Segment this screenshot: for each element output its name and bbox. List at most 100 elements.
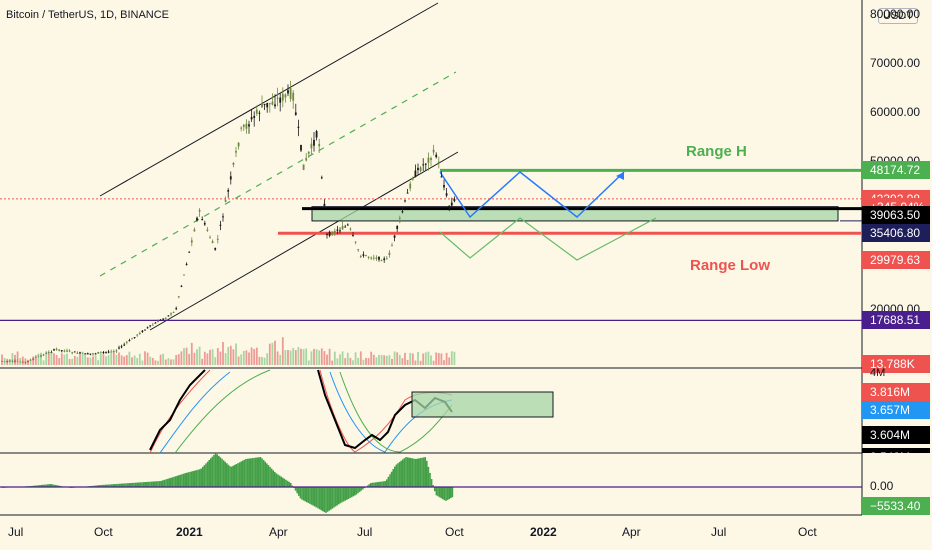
oscillator-bar xyxy=(314,487,316,507)
volume-bar xyxy=(185,347,188,365)
candle-body xyxy=(450,202,453,206)
oscillator-axis-tick: 0.00 xyxy=(870,479,894,493)
upper-channel-line xyxy=(99,2,439,197)
volume-bar xyxy=(284,350,287,365)
oscillator-bar xyxy=(248,458,250,487)
oscillator-bar xyxy=(408,457,410,487)
time-tick-label: Oct xyxy=(798,525,817,539)
candle-body xyxy=(151,324,154,326)
candle-body xyxy=(206,229,209,231)
volume-bar xyxy=(131,357,133,365)
candle-body xyxy=(177,296,180,298)
indicator-tag: 3.816M xyxy=(862,383,930,401)
price-tick-label: 80000.00 xyxy=(870,6,921,21)
oscillator-bar xyxy=(34,485,36,487)
oscillator-bar xyxy=(56,485,58,487)
oscillator-bar xyxy=(106,484,108,487)
oscillator-bar xyxy=(176,475,178,487)
candle-body xyxy=(146,327,149,329)
candle-body xyxy=(94,353,97,355)
candle-body xyxy=(235,150,237,153)
oscillator-bar xyxy=(115,483,118,487)
volume-bar xyxy=(240,354,243,365)
oscillator-bar xyxy=(418,458,420,487)
candle-body xyxy=(352,235,354,237)
range-low-annotation[interactable]: Range Low xyxy=(690,257,771,274)
candle-body xyxy=(326,234,328,236)
oscillator-bar xyxy=(163,479,166,487)
candle-body xyxy=(58,349,61,351)
volume-bar xyxy=(393,351,396,365)
volume-bar xyxy=(224,353,227,365)
oscillator-bar xyxy=(328,487,330,511)
chart-title: Bitcoin / TetherUS, 1D, BINANCE xyxy=(6,9,170,21)
volume-bar xyxy=(24,358,27,365)
candle-body xyxy=(300,144,302,151)
oscillator-bar xyxy=(50,484,52,487)
volume-bar xyxy=(448,357,451,365)
oscillator-bar xyxy=(128,483,130,487)
volume-bar xyxy=(354,352,357,365)
volume-bar xyxy=(211,349,214,365)
volume-bar xyxy=(164,359,167,365)
volume-bar xyxy=(232,349,235,365)
currency-selector[interactable]: USDT xyxy=(878,8,918,24)
oscillator-bar xyxy=(386,479,388,487)
range-high-annotation[interactable]: Range H xyxy=(686,143,747,160)
oscillator-bar xyxy=(262,459,265,487)
oscillator-bar xyxy=(246,458,249,487)
indicator-line-red xyxy=(149,369,453,454)
volume-bar xyxy=(37,353,40,365)
oscillator-bar xyxy=(181,474,183,487)
candle-body xyxy=(193,229,196,232)
volume-bar xyxy=(193,352,196,365)
oscillator-bar xyxy=(216,454,218,487)
volume-bar xyxy=(94,355,97,365)
candle-body xyxy=(448,205,451,207)
volume-bar xyxy=(107,355,110,365)
oscillator-bar xyxy=(261,458,263,487)
candle-body xyxy=(443,185,445,188)
price-tag: 29979.63 xyxy=(862,250,930,269)
candle-body xyxy=(411,178,414,180)
oscillator-bar xyxy=(104,484,106,487)
volume-bar xyxy=(388,355,391,365)
oscillator-bar xyxy=(306,487,308,503)
indicator-tag: 3.604M xyxy=(862,426,930,444)
oscillator-bar xyxy=(310,487,313,505)
volume-bar xyxy=(437,352,440,365)
oscillator-bar xyxy=(149,481,151,487)
oscillator-bar xyxy=(150,481,153,487)
oscillator-bar xyxy=(410,458,412,487)
oscillator-bar xyxy=(251,458,254,487)
volume-bar xyxy=(417,352,419,365)
candle-body xyxy=(141,330,144,332)
candle-body xyxy=(294,112,297,115)
oscillator-bar xyxy=(309,487,311,504)
candle-body xyxy=(118,347,120,349)
candle-body xyxy=(105,351,107,353)
oscillator-bar xyxy=(250,458,252,487)
oscillator-bar xyxy=(283,478,286,487)
oscillator-bar xyxy=(237,463,239,487)
oscillator-bar xyxy=(374,482,377,487)
candle-body xyxy=(375,257,378,259)
oscillator-bar xyxy=(186,472,188,487)
oscillator-bar xyxy=(322,487,324,512)
oscillator-bar xyxy=(134,482,137,487)
oscillator-bar xyxy=(398,461,401,487)
volume-bar xyxy=(86,357,89,365)
volume-bar xyxy=(92,356,94,365)
candle-body xyxy=(393,235,396,238)
indicator-axis-tick: 4M xyxy=(870,367,886,379)
volume-bar xyxy=(8,359,11,365)
volume-bar xyxy=(183,348,185,365)
oscillator-bar xyxy=(394,466,396,487)
oscillator-bar xyxy=(355,487,358,495)
oscillator-bar xyxy=(427,466,430,487)
oscillator-bar xyxy=(200,468,202,487)
oscillator-bar xyxy=(286,480,289,487)
oscillator-bar xyxy=(226,463,228,487)
